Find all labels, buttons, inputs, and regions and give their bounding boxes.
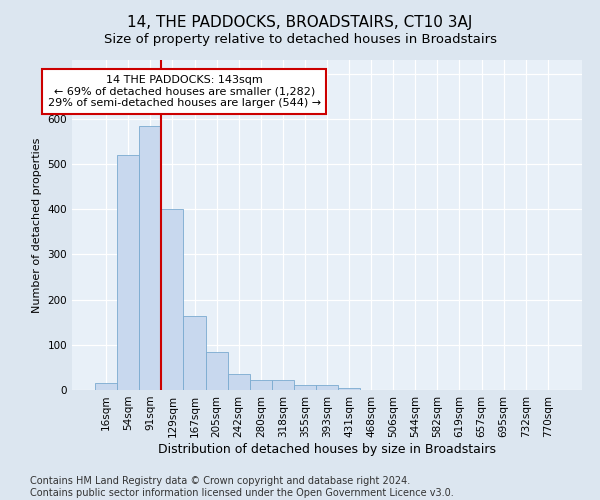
Bar: [184, 316, 206, 390]
Bar: [250, 380, 272, 390]
Bar: [338, 388, 360, 390]
Bar: [95, 383, 117, 390]
Bar: [227, 374, 250, 390]
Bar: [161, 209, 184, 390]
X-axis label: Distribution of detached houses by size in Broadstairs: Distribution of detached houses by size …: [158, 442, 496, 456]
Text: 14 THE PADDOCKS: 143sqm
← 69% of detached houses are smaller (1,282)
29% of semi: 14 THE PADDOCKS: 143sqm ← 69% of detache…: [47, 75, 321, 108]
Bar: [206, 352, 227, 390]
Bar: [294, 384, 316, 390]
Bar: [117, 155, 139, 390]
Text: Size of property relative to detached houses in Broadstairs: Size of property relative to detached ho…: [104, 32, 497, 46]
Text: 14, THE PADDOCKS, BROADSTAIRS, CT10 3AJ: 14, THE PADDOCKS, BROADSTAIRS, CT10 3AJ: [127, 15, 473, 30]
Y-axis label: Number of detached properties: Number of detached properties: [32, 138, 42, 312]
Bar: [272, 380, 294, 390]
Bar: [139, 126, 161, 390]
Text: Contains HM Land Registry data © Crown copyright and database right 2024.
Contai: Contains HM Land Registry data © Crown c…: [30, 476, 454, 498]
Bar: [316, 384, 338, 390]
